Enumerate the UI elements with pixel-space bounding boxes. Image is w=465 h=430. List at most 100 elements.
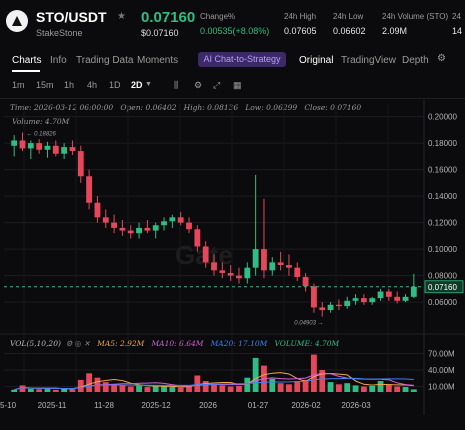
settings-icon[interactable]: ⚙ bbox=[437, 53, 446, 64]
tab-original[interactable]: Original bbox=[299, 55, 334, 66]
volume-bar bbox=[369, 385, 376, 392]
candle-body bbox=[335, 304, 342, 307]
pair-title[interactable]: STO/USDT bbox=[36, 9, 107, 25]
volume-bar bbox=[144, 387, 151, 392]
timeframe-15m[interactable]: 15m bbox=[36, 80, 54, 90]
price-tick-label: 0.16000 bbox=[428, 166, 457, 175]
volume-bar bbox=[186, 386, 192, 392]
volume-bar bbox=[119, 385, 126, 392]
timeframe-1h[interactable]: 1h bbox=[64, 80, 75, 90]
candle-body bbox=[352, 298, 359, 301]
ma5-label: MA5: 2.92M bbox=[97, 339, 145, 348]
ma20-label: MA20: 17.10M bbox=[210, 339, 268, 348]
ohlc-high: High: 0.08136 bbox=[183, 103, 239, 112]
volume-bar bbox=[202, 381, 209, 392]
candle-body bbox=[227, 272, 234, 276]
volume-bar bbox=[77, 379, 84, 392]
tab-info[interactable]: Info bbox=[50, 55, 67, 66]
volume-bar bbox=[161, 386, 167, 392]
candle-body bbox=[161, 221, 167, 226]
candle-body bbox=[286, 265, 292, 268]
volume-bar bbox=[252, 357, 259, 392]
candle-body bbox=[144, 227, 151, 231]
volume-bar bbox=[344, 383, 351, 392]
layout-icon[interactable]: ▦ bbox=[233, 80, 242, 90]
active-tab-indicator bbox=[12, 70, 40, 72]
last-price-usd: $0.07160 bbox=[141, 28, 179, 38]
x-axis-label: 11-28 bbox=[94, 401, 114, 410]
candle-body bbox=[269, 262, 276, 271]
timeframe-1m[interactable]: 1m bbox=[12, 80, 25, 90]
ohlc-low: Low: 0.06299 bbox=[245, 103, 298, 112]
expand-icon[interactable]: ⤢ bbox=[213, 80, 221, 90]
volume-bar bbox=[394, 386, 401, 392]
chevron-down-icon[interactable]: ▼ bbox=[145, 81, 152, 88]
x-axis-label: 01-27 bbox=[248, 401, 269, 410]
token-name: StakeStone bbox=[36, 28, 83, 38]
volume-bar bbox=[269, 378, 276, 392]
candle-body bbox=[261, 249, 267, 271]
stakestone-logo bbox=[6, 10, 28, 32]
candle-body bbox=[44, 145, 51, 150]
extra-value: 14 bbox=[452, 26, 463, 36]
change-label: Change% bbox=[200, 12, 236, 21]
volume-bar bbox=[385, 384, 392, 392]
volume-bar bbox=[36, 389, 43, 392]
volume-bar bbox=[236, 385, 242, 392]
volume-bar bbox=[52, 389, 59, 392]
divider bbox=[0, 98, 465, 99]
tab-moments[interactable]: Moments bbox=[137, 55, 179, 66]
volume-bar bbox=[352, 385, 359, 392]
volume-bar bbox=[377, 381, 384, 392]
volume-bar bbox=[244, 377, 251, 392]
x-axis-label: 2026-02 bbox=[291, 401, 321, 410]
candle-body bbox=[186, 222, 192, 230]
candle-body bbox=[302, 276, 309, 287]
low-label: 24h Low bbox=[333, 12, 364, 21]
draw-settings-icon[interactable]: ⚙ bbox=[194, 80, 203, 90]
volume-bar bbox=[294, 381, 301, 392]
star-icon[interactable]: ★ bbox=[117, 11, 126, 22]
vol-settings-icons[interactable]: ⚙ ◎ ✕ bbox=[65, 339, 91, 348]
vol-indicator-label: VOL(5,10,20) bbox=[10, 339, 61, 348]
x-axis-label: 2025-12 bbox=[141, 401, 171, 410]
candle-body bbox=[94, 202, 101, 218]
candle-body bbox=[11, 140, 18, 146]
volume-tick-label: 70.00M bbox=[428, 350, 455, 359]
tab-charts[interactable]: Charts bbox=[12, 55, 42, 66]
candle-body bbox=[61, 147, 68, 154]
candle-body bbox=[410, 286, 417, 297]
candle-body bbox=[119, 227, 126, 231]
volume-bar bbox=[169, 387, 176, 392]
volume-bar bbox=[211, 384, 217, 392]
high-label: 24h High bbox=[284, 12, 317, 21]
high-value: 0.07605 bbox=[284, 26, 317, 36]
timeframe-2d[interactable]: 2D bbox=[131, 80, 143, 90]
volume-bar bbox=[111, 384, 117, 392]
candle-body bbox=[169, 217, 176, 222]
ma20-line bbox=[14, 377, 414, 391]
price-tick-label: 0.18000 bbox=[428, 139, 457, 148]
tab-depth[interactable]: Depth bbox=[402, 55, 429, 66]
tab-trading-data[interactable]: Trading Data bbox=[76, 55, 134, 66]
candle-body bbox=[111, 222, 117, 228]
volume-bar bbox=[127, 386, 134, 392]
candle-body bbox=[252, 249, 259, 268]
x-axis-label: 2025-11 bbox=[38, 401, 67, 410]
candle-body bbox=[219, 270, 226, 273]
x-axis-label: 2026 bbox=[199, 401, 217, 410]
volume-bar bbox=[302, 379, 309, 392]
volume-value-label: VOLUME: 4.70M bbox=[274, 339, 340, 348]
ai-chat-button[interactable]: AI Chat-to-Strategy bbox=[198, 52, 286, 67]
volume-bar bbox=[311, 354, 317, 392]
candle-body bbox=[202, 246, 209, 263]
candle-body bbox=[369, 298, 376, 303]
x-axis-label: 2026-03 bbox=[341, 401, 371, 410]
candle-body bbox=[319, 307, 326, 311]
main-tabs: Charts Info Trading Data Moments Origina… bbox=[0, 50, 465, 72]
tab-tradingview[interactable]: TradingView bbox=[341, 55, 397, 66]
timeframe-4h[interactable]: 4h bbox=[87, 80, 98, 90]
timeframe-1d[interactable]: 1D bbox=[109, 80, 121, 90]
indicator-icon[interactable]: ⫼ bbox=[174, 80, 179, 90]
